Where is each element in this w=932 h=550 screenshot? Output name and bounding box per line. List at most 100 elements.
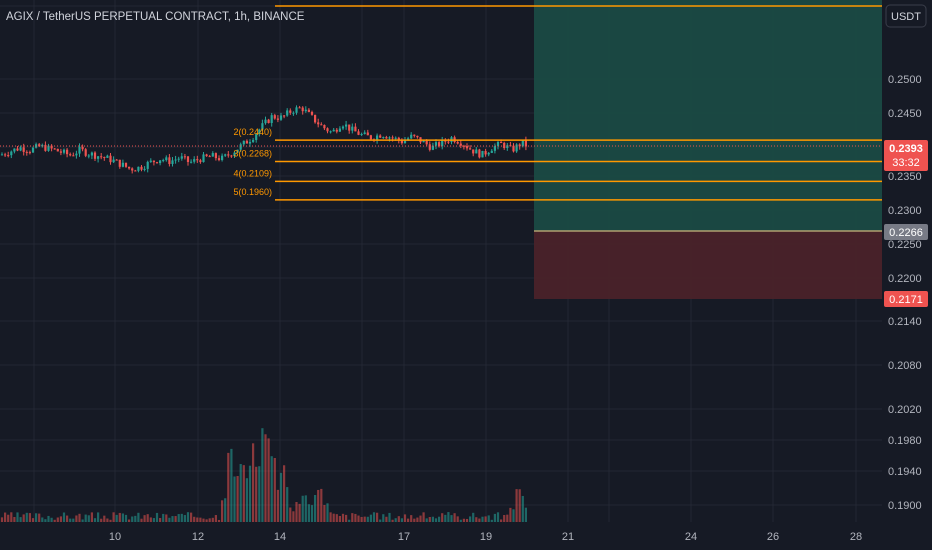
- volume-bar: [211, 517, 214, 522]
- volume-bar: [462, 518, 465, 522]
- candle-body: [252, 139, 255, 142]
- price-tick-label: 0.1980: [888, 435, 922, 447]
- candle-body: [19, 147, 22, 151]
- volume-bar: [4, 512, 7, 522]
- candle-body: [351, 126, 354, 131]
- entry-price-value: 0.2266: [889, 227, 923, 239]
- time-tick-label: 17: [398, 531, 410, 543]
- candle-body: [512, 145, 515, 152]
- candle-body: [59, 151, 62, 153]
- volume-bar: [90, 512, 93, 522]
- price-axis[interactable]: 0.2500 0.2450 0.2350 0.2300 0.2250 0.2200 0.21…: [888, 74, 922, 512]
- candle-body: [273, 115, 276, 119]
- candle-body: [13, 148, 16, 152]
- candle-body: [236, 149, 239, 153]
- candle-body: [168, 157, 171, 164]
- volume-bar: [112, 512, 115, 522]
- candle-body: [459, 143, 462, 146]
- candle-body: [360, 134, 363, 136]
- candle-body: [369, 135, 372, 140]
- volume-bars: [0, 428, 527, 522]
- volume-bar: [301, 495, 304, 522]
- volume-bar: [38, 513, 41, 522]
- candle-body: [0, 154, 4, 156]
- volume-bar: [248, 465, 252, 522]
- volume-bar: [267, 438, 270, 522]
- volume-bar: [28, 513, 31, 522]
- candle-body: [289, 110, 292, 113]
- candle-body: [7, 155, 10, 157]
- volume-bar: [0, 517, 4, 522]
- price-tick-label: 0.1940: [888, 466, 922, 478]
- volume-bar: [307, 504, 310, 522]
- profit-zone: [534, 0, 882, 231]
- stop-price-value: 0.2171: [889, 294, 923, 306]
- candle-body: [283, 115, 286, 117]
- price-tick-label: 0.2450: [888, 108, 922, 120]
- candle-body: [515, 144, 518, 152]
- volume-bar: [413, 518, 416, 522]
- candle-body: [456, 142, 459, 144]
- volume-bar: [450, 515, 453, 522]
- candle-body: [186, 156, 190, 162]
- volume-bar: [236, 476, 239, 522]
- candle-body: [180, 156, 183, 159]
- volume-bar: [81, 519, 84, 522]
- volume-bar: [31, 518, 35, 522]
- volume-bar: [465, 518, 469, 522]
- volume-bar: [503, 515, 506, 522]
- candle-body: [490, 150, 493, 153]
- time-tick-label: 24: [685, 531, 697, 543]
- volume-bar: [186, 512, 190, 522]
- candle-body: [363, 132, 366, 135]
- price-tick-label: 0.2500: [888, 74, 922, 86]
- candle-body: [434, 142, 438, 146]
- volume-bar: [165, 514, 168, 522]
- candle-body: [124, 162, 128, 167]
- candle-body: [62, 149, 66, 153]
- stop-price-badge: 0.2171: [884, 291, 928, 307]
- candle-body: [78, 146, 81, 154]
- candle-body: [379, 135, 382, 138]
- candle-body: [118, 159, 121, 167]
- candle-body: [47, 145, 50, 151]
- candle-body: [211, 153, 214, 157]
- time-axis[interactable]: 10 12 14 17 19 21 24 26 28: [109, 531, 862, 543]
- candle-body: [270, 115, 273, 123]
- candle-body: [248, 141, 252, 144]
- volume-bar: [475, 517, 478, 522]
- volume-bar: [410, 515, 413, 522]
- volume-bar: [317, 489, 320, 522]
- volume-bar: [515, 489, 518, 522]
- candle-body: [422, 140, 425, 143]
- volume-bar: [193, 516, 196, 522]
- volume-bar: [298, 503, 301, 522]
- volume-bar: [341, 513, 345, 522]
- volume-bar: [202, 518, 205, 522]
- last-price-value: 0.2393: [889, 143, 923, 155]
- volume-bar: [53, 519, 56, 522]
- volume-bar: [332, 513, 335, 522]
- candle-body: [100, 156, 103, 158]
- price-tick-label: 0.2200: [888, 273, 922, 285]
- volume-bar: [438, 516, 441, 522]
- candle-body: [75, 153, 78, 156]
- candle-body: [242, 140, 245, 145]
- volume-bar: [490, 519, 493, 522]
- volume-bar: [348, 519, 351, 522]
- currency-button[interactable]: USDT: [885, 4, 927, 28]
- volume-bar: [140, 518, 143, 522]
- volume-bar: [44, 519, 47, 522]
- candle-body: [279, 115, 283, 120]
- candle-body: [224, 154, 227, 156]
- volume-bar: [180, 513, 183, 522]
- currency-label: USDT: [891, 11, 921, 23]
- volume-bar: [310, 505, 314, 522]
- candle-body: [155, 162, 159, 164]
- volume-bar: [357, 515, 360, 522]
- candle-body: [137, 166, 140, 171]
- volume-bar: [134, 515, 137, 522]
- volume-bar: [487, 515, 490, 522]
- entry-price-badge: 0.2266: [884, 224, 928, 240]
